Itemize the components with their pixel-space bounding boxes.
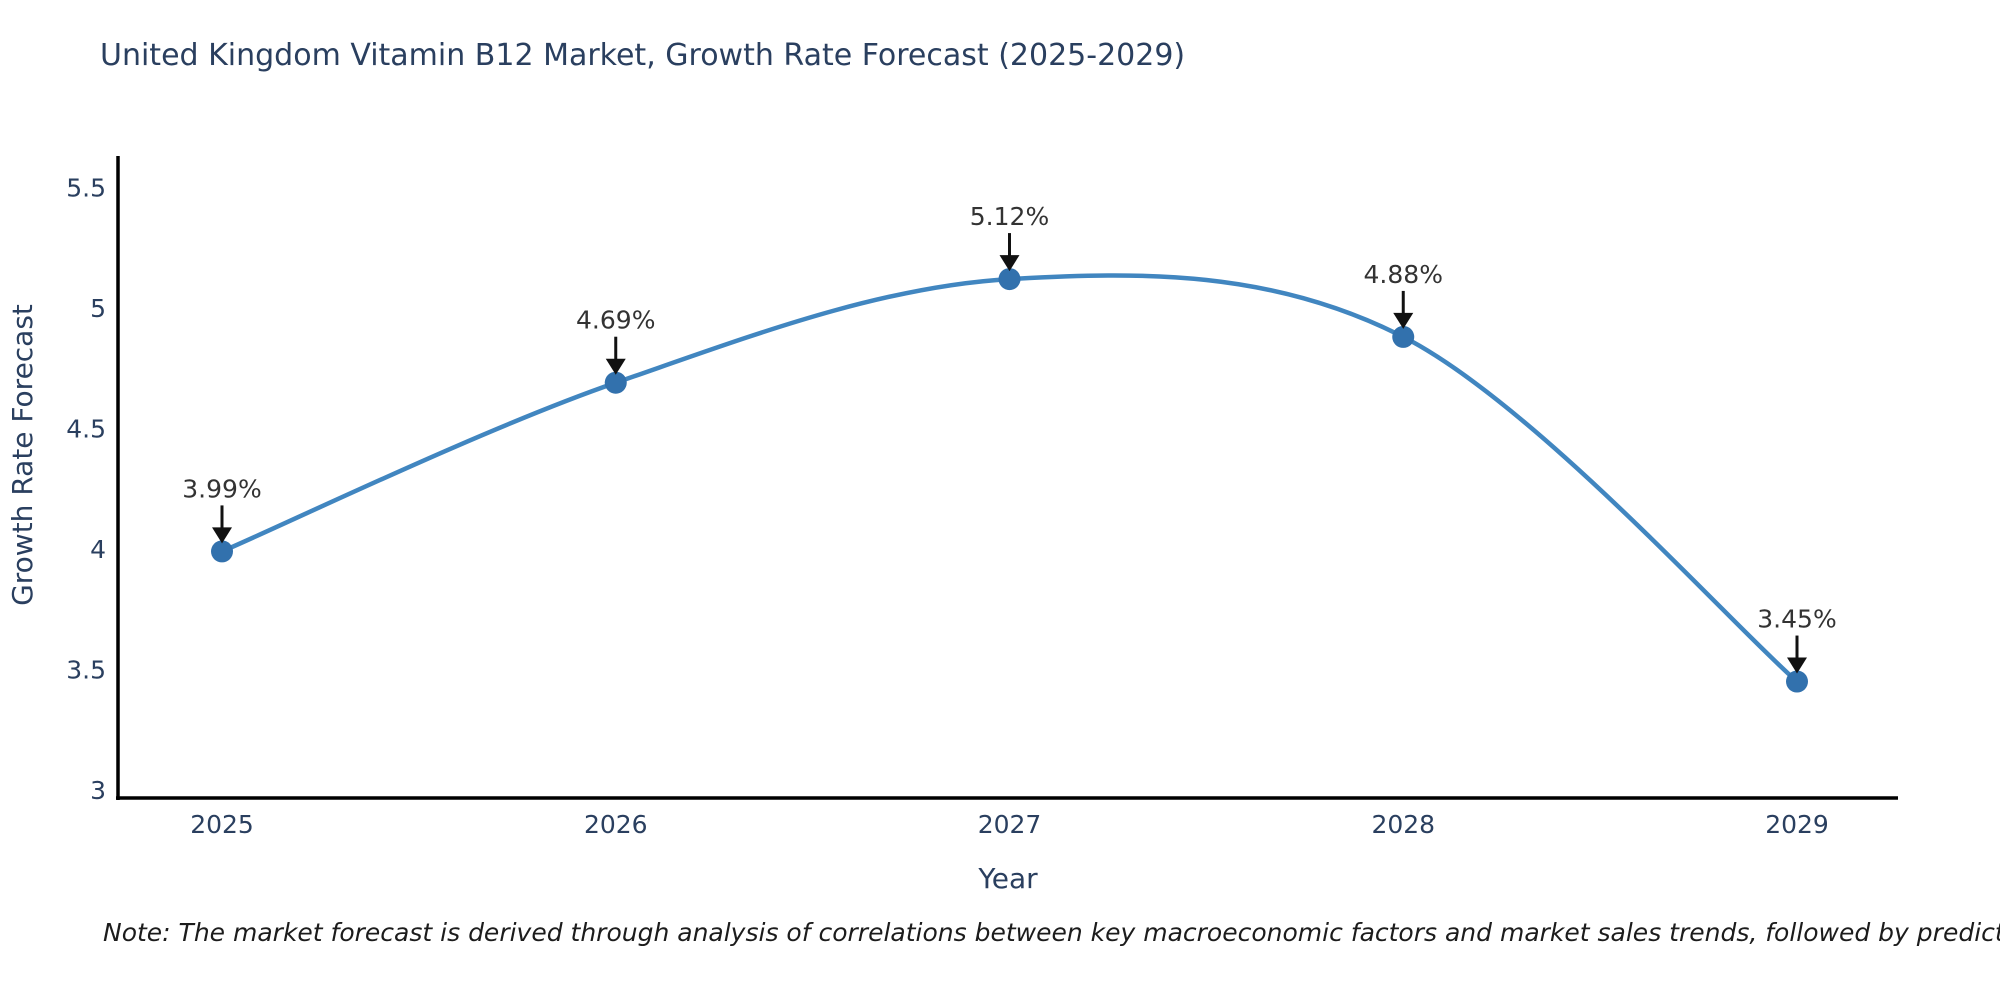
annotation-arrowhead [1393,312,1414,329]
y-tick-label: 4 [90,535,106,564]
y-tick-label: 3 [90,776,106,805]
annotation-label: 3.99% [182,474,261,503]
annotation-label: 5.12% [970,202,1049,231]
x-tick-label: 2025 [190,810,254,839]
x-tick-label: 2026 [584,810,648,839]
x-tick-label: 2029 [1765,810,1829,839]
data-point-marker[interactable] [1392,325,1415,348]
data-point-marker[interactable] [211,540,233,563]
y-tick-label: 3.5 [66,655,106,684]
annotation-label: 3.45% [1757,605,1836,634]
data-point-marker[interactable] [604,371,627,394]
annotation-arrowhead [999,255,1020,272]
annotation-arrowhead [212,527,232,544]
x-tick-label: 2027 [978,810,1042,839]
x-axis-title: Year [977,862,1038,895]
annotation-label: 4.88% [1364,260,1443,289]
y-tick-label: 5.5 [66,173,106,202]
data-point-marker[interactable] [998,268,1021,291]
y-tick-label: 5 [90,294,106,323]
chart-title: United Kingdom Vitamin B12 Market, Growt… [100,38,1186,73]
footnote: Note: The market forecast is derived thr… [103,918,2000,947]
forecast-line [219,273,1800,684]
y-tick-label: 4.5 [66,414,106,443]
data-point-marker[interactable] [1786,670,1808,693]
annotation-label: 4.69% [576,306,655,335]
y-axis-title: Growth Rate Forecast [6,304,39,606]
x-tick-label: 2028 [1371,810,1435,839]
annotation-arrowhead [605,358,626,375]
annotation-arrowhead [1787,657,1807,674]
